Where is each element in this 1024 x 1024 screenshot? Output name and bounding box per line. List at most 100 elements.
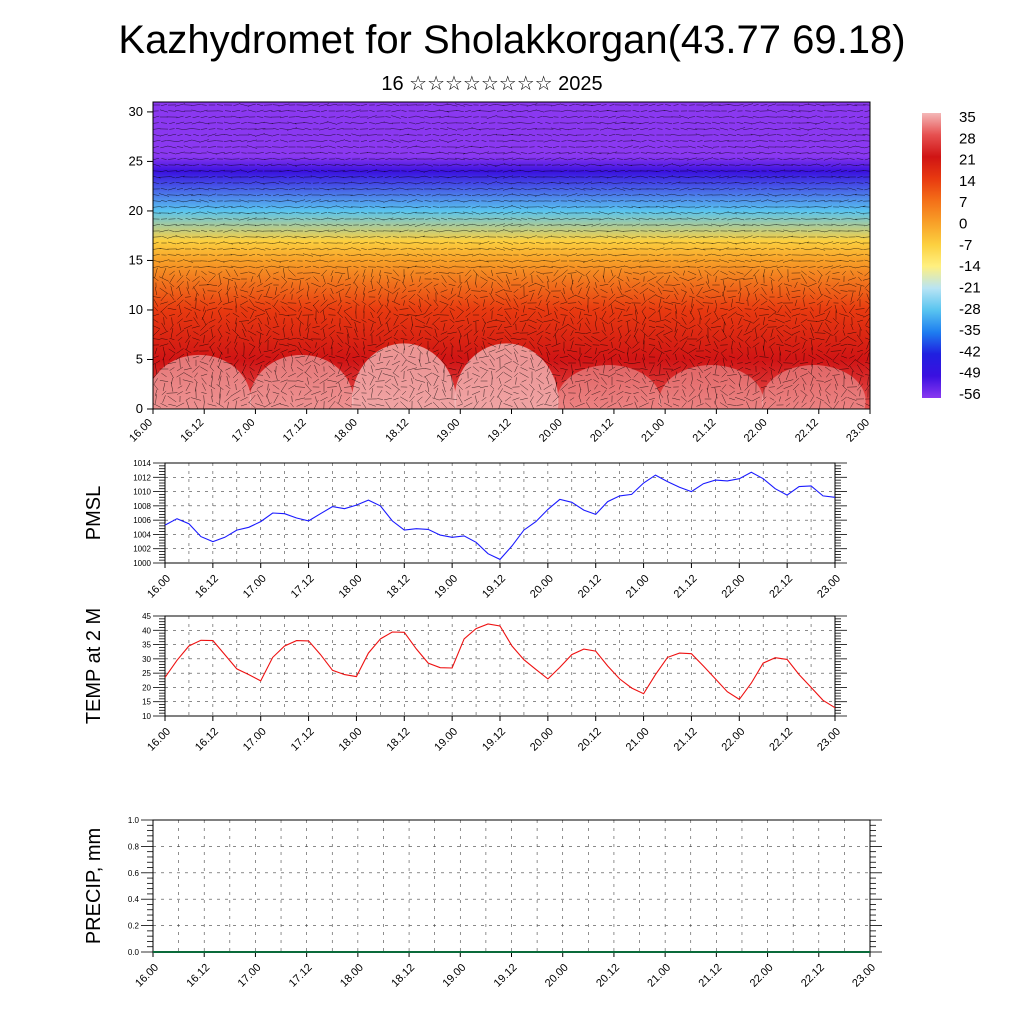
wind-vector [359,152,369,154]
wind-vector [503,259,513,263]
wind-vector [263,295,273,299]
wind-vector [759,356,769,358]
wind-vector [256,379,264,383]
wind-vector [583,218,593,220]
wind-vector [680,348,688,354]
wind-vector [208,188,216,190]
wind-vector [230,253,242,257]
wind-vector [760,218,768,220]
wind-vector [496,275,504,283]
wind-vector [359,164,369,166]
wind-vector [377,176,383,178]
wind-vector [424,299,432,307]
wind-vector [241,122,247,124]
wind-vector [178,304,182,314]
wind-vector [465,140,471,142]
wind-vector [183,206,193,208]
wind-vector [344,122,352,124]
wind-vector [211,371,213,379]
wind-vector [416,254,424,256]
wind-vector [215,134,225,136]
wind-vector [600,223,608,227]
wind-vector [281,281,287,289]
wind-vector [478,241,490,245]
wind-vector [761,396,767,402]
wind-vector [675,353,677,361]
wind-vector [715,276,717,282]
wind-vector [167,300,177,306]
wind-vector [720,170,728,172]
wind-vector [728,377,736,385]
wind-vector [243,389,245,397]
wind-vector [648,307,656,311]
wind-vector [407,290,417,292]
x-tick-label: 19.12 [480,573,508,601]
wind-vector [159,229,169,233]
wind-vector [603,268,605,278]
wind-vector [419,298,421,308]
wind-vector [656,359,664,367]
wind-vector [153,176,161,179]
wind-vector [561,194,567,196]
wind-vector [271,254,281,256]
wind-vector [250,336,254,342]
wind-vector [443,365,445,373]
wind-vector [321,337,327,341]
wind-vector [825,322,831,332]
wind-vector [731,340,733,350]
wind-vector [347,377,349,385]
wind-vector [480,371,488,379]
wind-vector [278,337,290,341]
wind-vector [519,372,529,378]
wind-vector [595,323,597,331]
wind-vector [718,151,730,155]
wind-vector [696,265,704,269]
wind-vector [431,187,441,191]
wind-vector [225,313,231,317]
wind-vector [288,372,296,378]
wind-vector [593,110,599,112]
wind-vector [416,188,424,190]
wind-vector [767,241,777,245]
wind-vector [481,270,487,276]
wind-vector [231,115,241,119]
wind-vector [718,104,730,106]
wind-vector [705,212,711,214]
wind-vector [400,206,408,208]
wind-vector [351,372,361,378]
wind-vector [323,328,325,338]
wind-vector [513,348,519,354]
wind-vector [847,331,857,335]
wind-vector [176,188,184,190]
wind-vector [752,116,760,118]
wind-vector [233,379,239,383]
wind-vector [551,318,561,324]
wind-vector [249,311,255,319]
wind-vector [201,392,207,394]
wind-vector [192,365,200,373]
wind-vector [319,247,329,251]
wind-vector [577,230,583,232]
wind-vector [496,110,504,112]
wind-vector [218,369,222,381]
wind-vector [319,121,329,125]
wind-vector [182,242,194,244]
wind-vector [664,157,672,161]
wind-vector [626,366,630,372]
wind-vector [304,248,312,250]
wind-vector [577,275,583,283]
wind-vector [755,347,757,355]
wind-vector [704,218,712,220]
wind-vector [496,199,504,203]
wind-vector [826,359,830,367]
wind-vector [810,363,814,375]
wind-vector [681,317,687,325]
wind-vector [751,396,761,402]
wind-vector [318,103,330,107]
wind-vector [615,115,625,119]
wind-vector [186,287,190,295]
wind-vector [503,218,513,220]
wind-vector [410,330,414,336]
wind-vector [563,401,565,409]
wind-vector [640,104,648,106]
